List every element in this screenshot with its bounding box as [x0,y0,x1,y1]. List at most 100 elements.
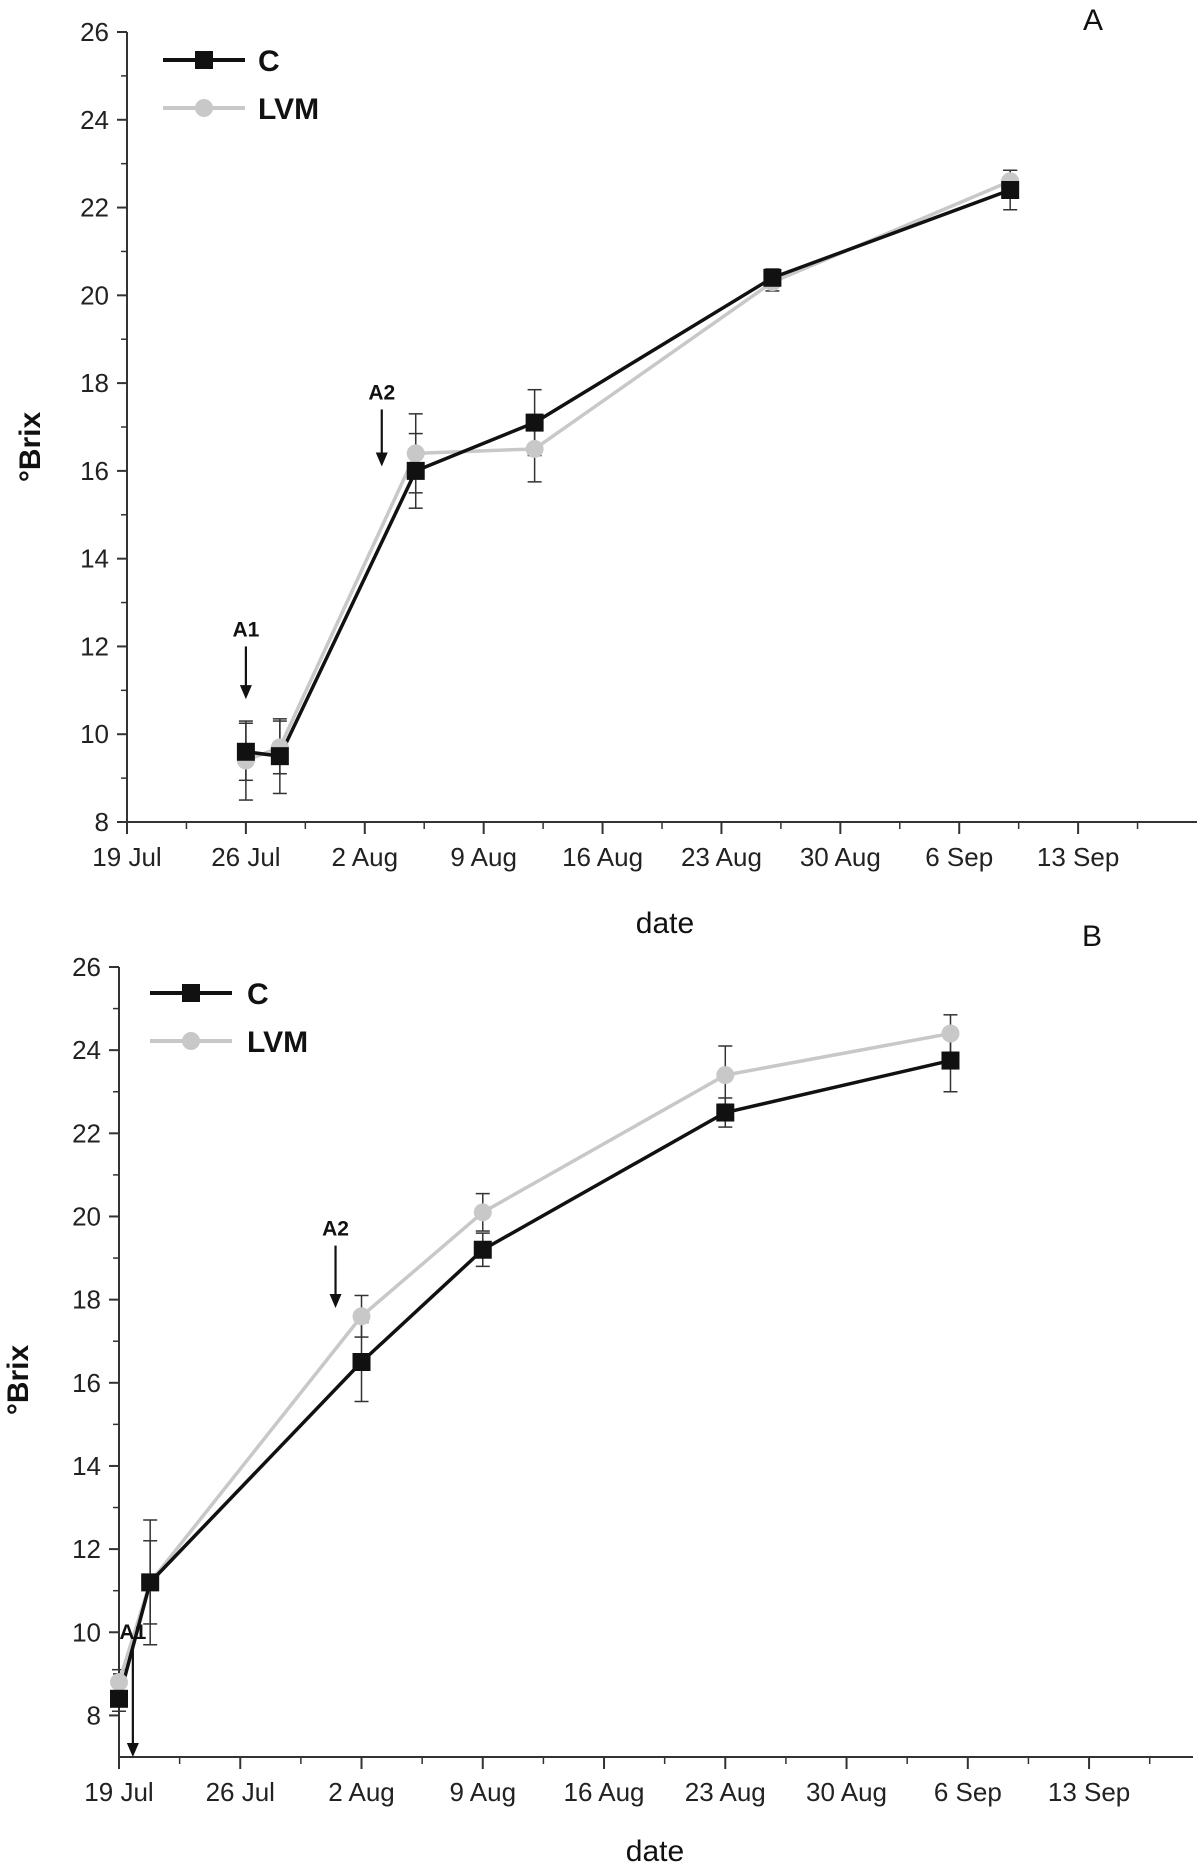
y-tick-label: 18 [80,368,109,398]
x-tick-label: 6 Sep [925,842,993,872]
x-tick-label: 13 Sep [1037,842,1119,872]
series-line-c [245,188,1011,758]
x-tick-label: 30 Aug [806,1777,887,1807]
x-tick-label: 2 Aug [332,842,399,872]
y-tick-label: 14 [80,544,109,574]
y-tick-label: 24 [72,1035,101,1065]
legend-lvm-marker [195,99,213,117]
y-tick-label: 26 [72,952,101,982]
series-line-c [117,1058,951,1700]
x-tick-label: 9 Aug [450,842,517,872]
legend: C LVM [163,45,319,126]
data-point-c [716,1103,735,1122]
annotation-a2-arrowhead [375,452,388,467]
data-point-lvm [525,439,544,458]
y-tick-label: 18 [72,1285,101,1315]
legend-c-marker [182,984,200,1002]
data-point-lvm [406,444,425,463]
data-point-c [270,747,289,766]
x-ticks: 19 Jul 26 Jul 2 Aug 9 Aug 16 Aug 23 Aug 30 Aug… [84,1757,1151,1807]
x-tick-label: 16 Aug [564,1777,645,1807]
data-point-lvm [473,1203,492,1222]
error-bars [112,1014,958,1713]
x-tick-label: 26 Jul [211,842,280,872]
y-tick-label: 8 [95,807,109,837]
panel-letter-a: A [1083,4,1103,37]
annotations: A1 A2 [119,1218,349,1757]
data-point-lvm [941,1024,960,1043]
legend-c-label: C [247,978,269,1011]
annotation-a1-arrowhead [239,685,252,700]
y-tick-label: 10 [80,719,109,749]
annotation-a2-label: A2 [368,381,395,404]
legend-lvm-label: LVM [258,93,319,126]
y-tick-label: 20 [80,280,109,310]
y-tick-label: 24 [80,105,109,135]
data-point-lvm [110,1673,128,1692]
y-tick-label: 20 [72,1201,101,1231]
annotation-a2-label: A2 [322,1218,349,1241]
panel-letter-b: B [1082,920,1102,953]
data-point-c [141,1573,160,1592]
y-axis-title: °Brix [2,1345,35,1416]
x-tick-label: 19 Jul [92,842,161,872]
y-tick-label: 12 [80,631,109,661]
x-tick-label: 9 Aug [450,1777,517,1807]
data-point-c [110,1689,128,1708]
annotation-a1-label: A1 [119,1621,146,1644]
series-markers [110,1024,960,1708]
y-tick-label: 16 [80,456,109,486]
series-lines [117,1031,951,1700]
data-point-lvm [352,1307,371,1326]
x-axis-title: date [626,1835,684,1868]
data-point-c [525,413,544,432]
data-point-c [352,1353,371,1371]
annotation-a2-arrowhead [329,1293,342,1308]
y-ticks: 8 10 12 14 16 18 20 22 24 26 [72,952,119,1730]
y-tick-label: 22 [72,1118,101,1148]
x-tick-label: 23 Aug [681,842,762,872]
legend-lvm-marker [182,1032,200,1050]
chart-panel-b: 8 10 12 14 16 18 20 22 24 26 19 Jul 26 Jul 2 Aug 9 A… [2,920,1193,1868]
x-tick-label: 16 Aug [562,842,643,872]
x-tick-label: 30 Aug [800,842,881,872]
data-point-c [406,461,425,480]
x-tick-label: 13 Sep [1048,1777,1130,1807]
x-tick-label: 19 Jul [84,1777,153,1807]
series-line-lvm [117,1031,951,1683]
annotations: A1 A2 [232,381,395,700]
y-tick-label: 16 [72,1368,101,1398]
legend: C LVM [150,978,308,1059]
series-markers [236,172,1020,770]
x-tick-label: 2 Aug [328,1777,395,1807]
x-tick-label: 23 Aug [685,1777,766,1807]
x-tick-label: 26 Jul [206,1777,275,1807]
y-axis-title: °Brix [14,412,47,483]
data-point-c [236,742,255,761]
error-bars [238,169,1018,801]
legend-c-label: C [258,45,280,78]
y-tick-label: 12 [72,1534,101,1564]
annotation-a1-arrowhead [126,1743,139,1757]
y-tick-label: 26 [80,17,109,47]
data-point-lvm [716,1066,735,1085]
y-tick-label: 14 [72,1451,101,1481]
x-tick-label: 6 Sep [934,1777,1002,1807]
series-line-lvm [245,179,1011,763]
y-tick-label: 22 [80,193,109,223]
data-point-c [763,268,782,287]
x-axis-title: date [636,907,694,940]
data-point-c [1001,181,1020,199]
series-lines [245,179,1011,763]
legend-lvm-label: LVM [247,1026,308,1059]
chart-panel-a: 8 10 12 14 16 18 20 22 24 26 19 Jul 26 Jul 2 Aug 9 A… [14,4,1197,940]
data-point-c [941,1051,960,1070]
y-tick-label: 10 [72,1617,101,1647]
x-ticks: 19 Jul 26 Jul 2 Aug 9 Aug 16 Aug 23 Aug 30 Aug… [92,822,1139,872]
data-point-c [473,1240,492,1259]
annotation-a1-label: A1 [232,618,259,641]
y-tick-label: 8 [87,1700,101,1730]
legend-c-marker [195,51,213,69]
y-ticks: 8 10 12 14 16 18 20 22 24 26 [80,17,127,837]
